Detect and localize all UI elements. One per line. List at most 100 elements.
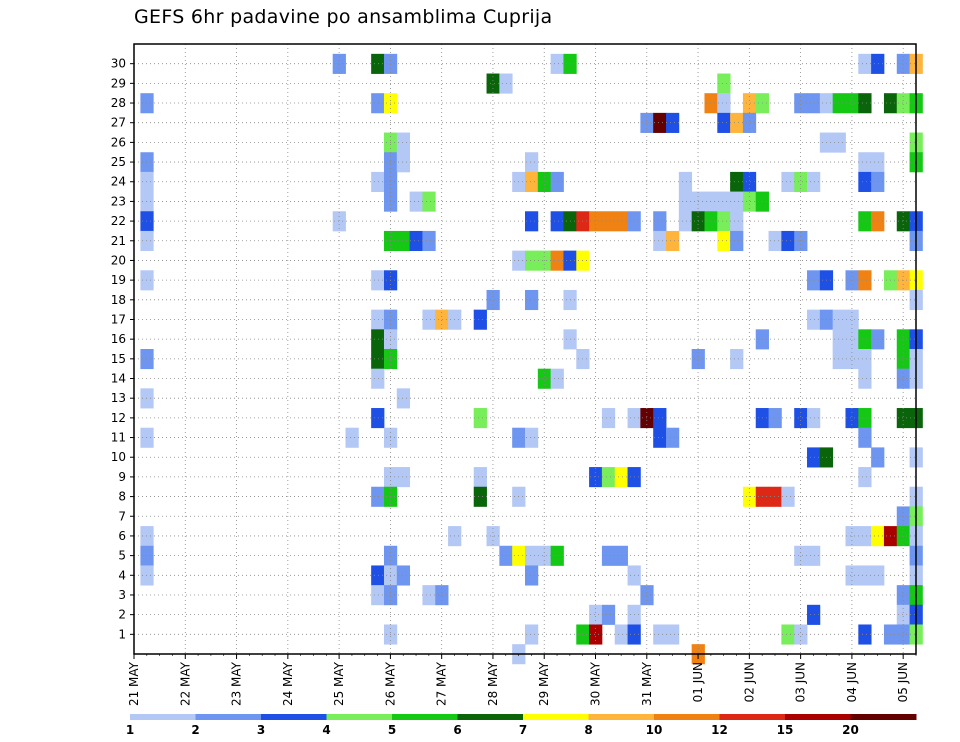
heatmap-cell	[896, 349, 910, 370]
colorbar-label: 2	[191, 723, 199, 737]
heatmap-cell	[832, 93, 846, 114]
heatmap-cell	[730, 112, 744, 133]
heatmap-cell	[653, 427, 667, 448]
colorbar-label: 6	[453, 723, 461, 737]
colorbar-label: 15	[777, 723, 794, 737]
heatmap-cell	[768, 408, 782, 429]
heatmap-cell	[550, 211, 564, 232]
heatmap-cell	[666, 230, 680, 252]
heatmap-cell	[473, 309, 487, 330]
y-tick-label: 8	[118, 490, 126, 504]
heatmap-cell	[858, 565, 872, 586]
heatmap-cell	[614, 211, 628, 232]
heatmap-cell	[653, 112, 667, 133]
heatmap-cell	[422, 191, 436, 212]
colorbar-swatch	[392, 714, 458, 720]
heatmap-cell	[896, 624, 910, 645]
heatmap-cell	[794, 408, 808, 429]
heatmap-cell	[601, 545, 616, 566]
y-tick-label: 28	[111, 96, 126, 110]
y-tick-label: 13	[111, 391, 126, 405]
x-tick-label: 30 MAY	[589, 661, 603, 706]
heatmap-cell	[781, 486, 795, 507]
y-tick-label: 11	[111, 431, 126, 445]
y-tick-label: 7	[118, 509, 126, 523]
heatmap-cell	[140, 270, 154, 291]
heatmap-cell	[871, 565, 885, 586]
colorbar-swatch	[785, 714, 851, 720]
y-tick-label: 3	[118, 588, 126, 602]
heatmap-cell	[499, 545, 513, 566]
heatmap-cell	[807, 545, 821, 566]
colorbar-swatch	[261, 714, 327, 720]
heatmap-cell	[525, 624, 539, 645]
heatmap-cell	[409, 191, 423, 212]
heatmap-cell	[858, 270, 872, 291]
x-tick-label: 01 JUN	[691, 662, 705, 702]
heatmap-cell	[396, 132, 411, 153]
heatmap-cell	[396, 152, 411, 173]
heatmap-cell	[666, 112, 680, 133]
heatmap-cell	[589, 211, 603, 232]
heatmap-cell	[742, 93, 757, 114]
heatmap-cell	[371, 486, 385, 507]
heatmap-cell	[781, 624, 795, 645]
heatmap-cell	[845, 349, 859, 370]
heatmap-cell	[871, 171, 885, 192]
y-tick-label: 18	[111, 293, 126, 307]
x-tick-label: 24 MAY	[281, 661, 295, 706]
heatmap-cell	[371, 309, 385, 330]
heatmap-cell	[525, 250, 539, 271]
heatmap-cell	[525, 289, 539, 311]
colorbar-label: 4	[322, 723, 330, 737]
heatmap-cell	[832, 132, 846, 153]
heatmap-cell	[858, 53, 872, 74]
heatmap-cell	[140, 211, 154, 232]
heatmap-cell	[896, 408, 910, 429]
heatmap-cell	[473, 486, 487, 507]
heatmap-cell	[371, 408, 385, 429]
y-tick-label: 2	[118, 608, 126, 622]
colorbar-swatch	[195, 714, 262, 720]
heatmap-cell	[704, 191, 718, 212]
y-tick-label: 4	[118, 568, 126, 582]
colorbar-swatch	[326, 714, 393, 720]
heatmap-cell	[858, 526, 872, 547]
heatmap-cell	[371, 53, 385, 74]
heatmap-cell	[871, 211, 885, 232]
heatmap-cell	[678, 171, 693, 192]
heatmap-cell	[858, 152, 872, 173]
heatmap-cell	[678, 191, 693, 212]
y-tick-label: 17	[111, 312, 126, 326]
y-tick-label: 14	[111, 372, 126, 386]
y-tick-label: 23	[111, 194, 126, 208]
y-tick-label: 21	[111, 234, 126, 248]
heatmap-cell	[704, 93, 718, 114]
heatmap-cell	[422, 309, 436, 330]
colorbar-label: 5	[388, 723, 396, 737]
heatmap-cell	[896, 604, 910, 625]
y-tick-label: 20	[111, 253, 126, 267]
y-tick-label: 1	[118, 627, 126, 641]
x-tick-label: 03 JUN	[794, 662, 808, 702]
x-tick-label: 25 MAY	[332, 661, 346, 706]
heatmap-cell	[858, 624, 872, 645]
heatmap-cell	[807, 604, 821, 625]
heatmap-cell	[768, 230, 782, 252]
heatmap-cell	[858, 211, 872, 232]
heatmap-cell	[525, 545, 539, 566]
colorbar-label: 3	[257, 723, 265, 737]
heatmap-cell	[345, 427, 359, 448]
y-tick-label: 27	[111, 116, 126, 130]
heatmap-cell	[140, 545, 154, 566]
heatmap-cell	[486, 73, 500, 94]
colorbar-label: 12	[711, 723, 728, 737]
heatmap-cell	[832, 309, 846, 330]
x-tick-label: 31 MAY	[640, 661, 654, 706]
heatmap-cell	[832, 349, 846, 370]
heatmap-cell	[730, 171, 744, 192]
heatmap-cell	[896, 585, 910, 606]
heatmap-cell	[140, 230, 154, 252]
y-tick-label: 30	[111, 57, 126, 71]
